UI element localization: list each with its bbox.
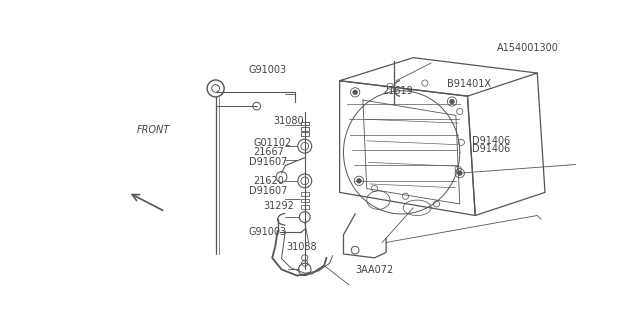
- Text: G91003: G91003: [249, 227, 287, 237]
- Text: G01102: G01102: [253, 138, 292, 148]
- Text: 3AA072: 3AA072: [355, 265, 394, 275]
- Text: D91406: D91406: [472, 136, 510, 146]
- Text: A154001300: A154001300: [497, 43, 559, 53]
- Bar: [301, 192, 308, 196]
- Text: FRONT: FRONT: [137, 124, 170, 135]
- Circle shape: [458, 171, 462, 175]
- Circle shape: [353, 90, 358, 95]
- Text: 21619: 21619: [383, 86, 413, 96]
- Text: 31292: 31292: [264, 201, 294, 211]
- Text: 21620: 21620: [253, 176, 284, 186]
- Text: D91607: D91607: [249, 186, 287, 196]
- Text: B91401X: B91401X: [447, 79, 491, 89]
- Text: 21667: 21667: [253, 147, 284, 157]
- Bar: [301, 122, 308, 125]
- Text: G91003: G91003: [249, 65, 287, 76]
- Bar: [301, 198, 308, 203]
- Text: D91607: D91607: [249, 156, 287, 167]
- Circle shape: [602, 167, 606, 172]
- Bar: [301, 127, 308, 131]
- Circle shape: [598, 156, 603, 160]
- Bar: [301, 132, 308, 136]
- Circle shape: [450, 99, 454, 104]
- Bar: [301, 205, 308, 209]
- Circle shape: [356, 179, 362, 183]
- Text: 31088: 31088: [286, 242, 316, 252]
- Text: 31080: 31080: [273, 116, 304, 126]
- Text: D91406: D91406: [472, 144, 510, 154]
